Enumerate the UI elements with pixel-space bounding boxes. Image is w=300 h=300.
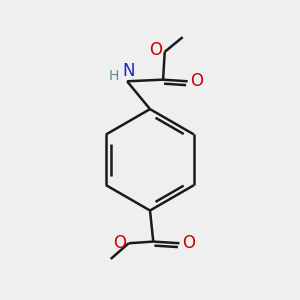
Text: N: N [122, 62, 135, 80]
Text: O: O [182, 234, 195, 252]
Text: O: O [113, 234, 126, 252]
Text: O: O [190, 72, 203, 90]
Text: H: H [109, 69, 119, 83]
Text: O: O [149, 41, 162, 59]
